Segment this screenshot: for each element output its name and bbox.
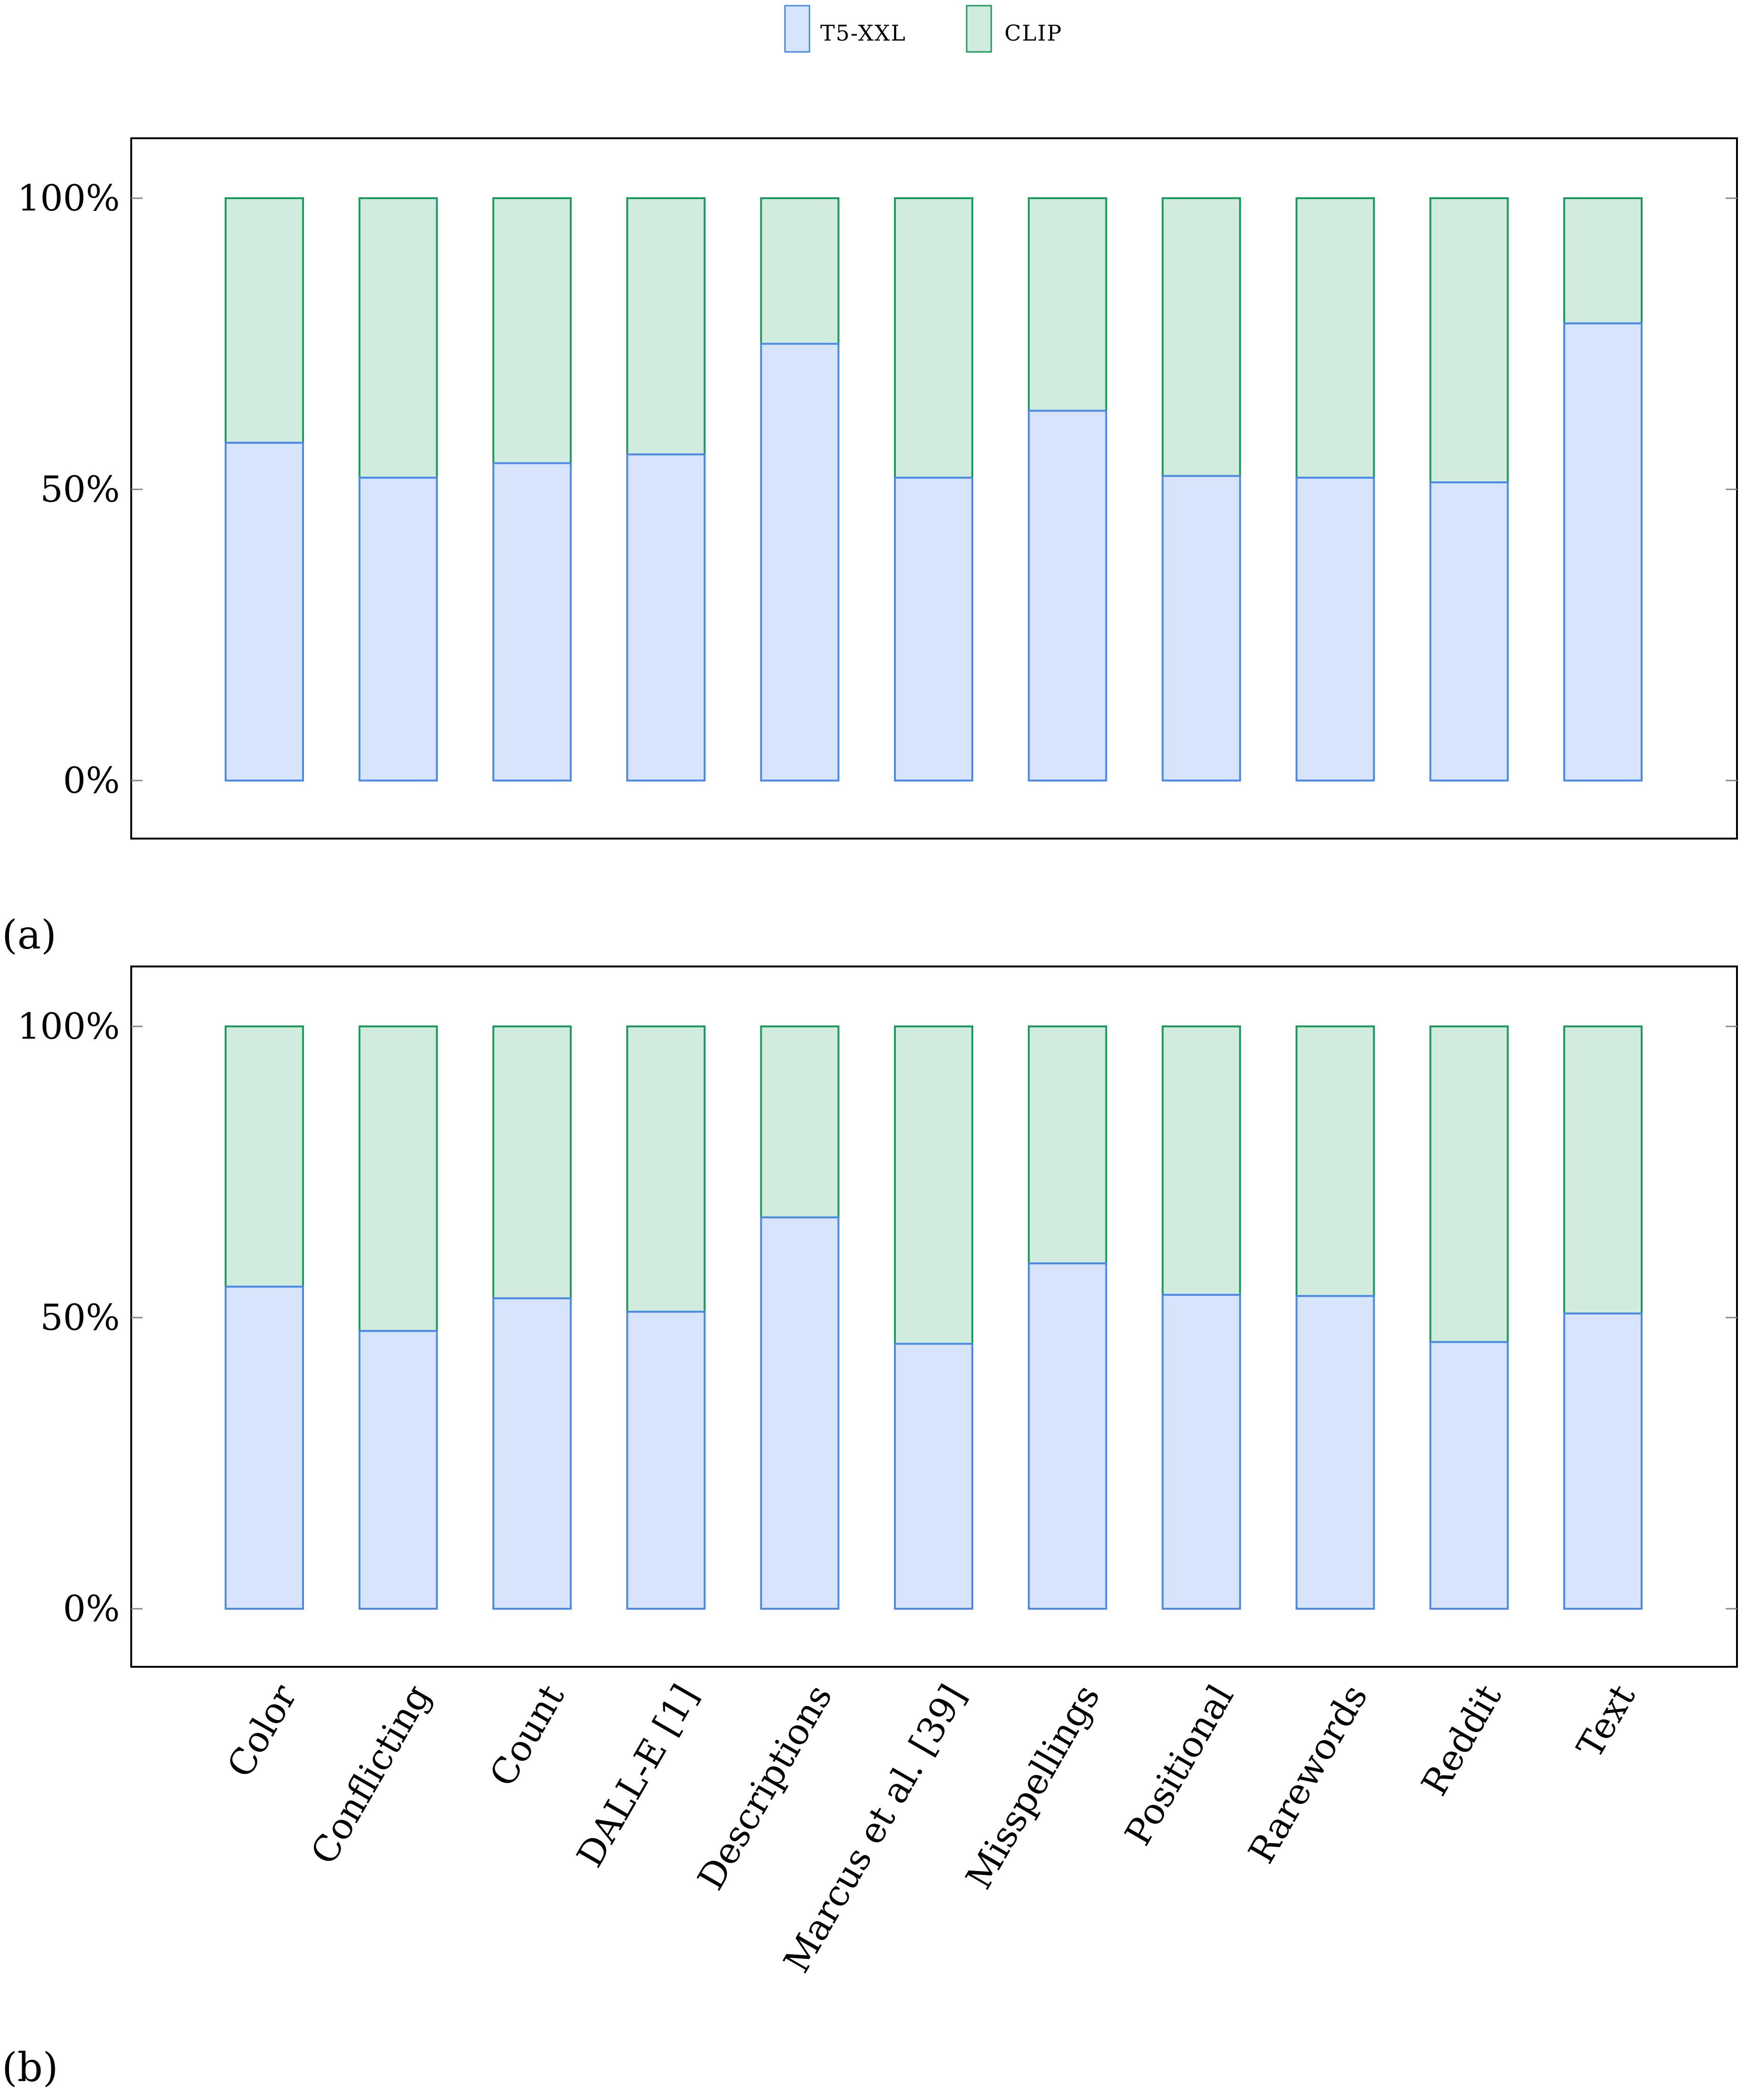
y-tick-label: 50% [40,468,120,510]
legend-label-clip: CLIP [1004,20,1062,46]
bar-t5-7 [1028,410,1107,781]
bar-clip-8 [1162,197,1241,477]
bar-clip-9 [1295,1025,1375,1297]
bar-clip-4 [626,197,706,455]
bar-clip-4 [626,1025,706,1313]
bar-clip-11 [1563,197,1643,325]
x-category-label: Descriptions [689,1678,840,1897]
x-category-label: Conflicting [303,1678,439,1872]
legend-label-t5: T5-XXL [820,20,906,46]
bar-t5-10 [1429,1341,1509,1610]
bar-clip-5 [760,1025,840,1218]
subfigure-label-b: (b) [2,2044,58,2091]
bar-t5-7 [1028,1262,1107,1610]
bar-t5-9 [1295,477,1375,781]
y-tick-label: 50% [40,1296,120,1338]
x-category-label: Text [1568,1678,1644,1765]
legend-swatch-clip [966,5,992,53]
bar-clip-2 [358,197,438,479]
bar-clip-3 [492,1025,572,1300]
subfigure-label-a: (a) [2,912,57,958]
bar-t5-6 [894,477,973,781]
bar-t5-1 [225,442,304,781]
bar-t5-11 [1563,1312,1643,1610]
bar-t5-11 [1563,322,1643,781]
bar-t5-3 [492,462,572,781]
bar-t5-4 [626,1310,706,1610]
bar-clip-1 [225,1025,304,1288]
bar-t5-2 [358,1330,438,1610]
bar-clip-3 [492,197,572,464]
legend-swatch-t5 [784,5,810,53]
x-category-label: Positional [1117,1678,1242,1852]
plot-frame [130,966,1738,1668]
panel-a: 0% 50% 100% [17,137,1738,840]
bar-clip-9 [1295,197,1375,479]
bar-t5-3 [492,1297,572,1610]
bar-clip-10 [1429,197,1509,484]
bar-t5-2 [358,477,438,781]
y-tick-label: 0% [63,759,120,801]
y-tick-label: 0% [63,1588,120,1630]
bar-clip-6 [894,197,973,479]
y-tick-label: 100% [17,177,120,219]
bar-t5-8 [1162,1294,1241,1610]
bar-clip-8 [1162,1025,1241,1296]
bar-t5-6 [894,1343,973,1610]
bar-t5-9 [1295,1295,1375,1610]
x-category-label: Count [481,1678,573,1794]
bar-t5-1 [225,1285,304,1610]
bar-t5-5 [760,1216,840,1610]
panel-b: 0% 50% 100% [17,966,1738,1668]
bar-clip-7 [1028,1025,1107,1265]
x-category-label: Misspellings [957,1678,1108,1896]
x-category-label: Color [219,1677,305,1784]
bar-clip-5 [760,197,840,345]
bar-t5-4 [626,453,706,781]
bar-clip-1 [225,197,304,444]
bar-t5-5 [760,343,840,781]
legend: T5-XXL CLIP [784,5,1062,53]
bar-clip-2 [358,1025,438,1332]
bar-clip-10 [1429,1025,1509,1343]
x-category-label: Reddit [1413,1678,1509,1803]
bar-clip-7 [1028,197,1107,412]
x-category-label: DALL-E [1] [568,1678,706,1874]
bar-clip-6 [894,1025,973,1345]
bar-clip-11 [1563,1025,1643,1315]
y-tick-label: 100% [17,1005,120,1047]
x-category-label: Rarewords [1240,1678,1375,1871]
plot-frame [130,137,1738,840]
bar-t5-10 [1429,481,1509,781]
bar-t5-8 [1162,475,1241,781]
